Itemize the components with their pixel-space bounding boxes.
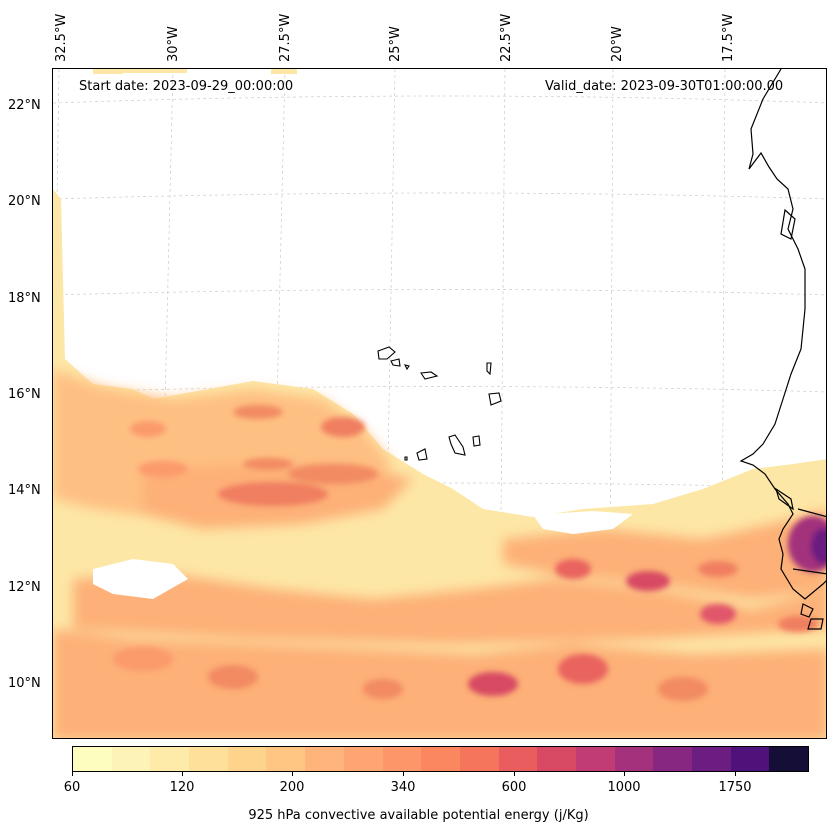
cape-core	[113, 647, 173, 671]
colorbar-tickmark	[514, 772, 515, 776]
no-data-region	[533, 511, 633, 534]
colorbar-segment	[614, 747, 654, 771]
cape-core	[243, 458, 293, 470]
latitude-label: 16°N	[8, 387, 41, 402]
colorbar-tickmark	[72, 772, 73, 776]
cape-spot	[121, 69, 187, 73]
cape-core	[288, 464, 378, 484]
colorbar-tick-label: 1750	[718, 780, 752, 795]
longitude-label: 25°W	[388, 26, 403, 62]
map-panel: Start date: 2023-09-29_00:00:00 Valid_da…	[52, 68, 827, 739]
colorbar-tick-label: 1000	[607, 780, 641, 795]
cape-core	[626, 571, 670, 591]
colorbar-segment	[227, 747, 267, 771]
cape-spot	[93, 69, 123, 74]
cape-core	[811, 528, 826, 564]
cape-core	[138, 461, 188, 477]
cape-core	[233, 405, 283, 419]
longitude-label: 17.5°W	[721, 13, 736, 62]
latitude-label: 18°N	[8, 291, 41, 306]
latitude-label: 20°N	[8, 194, 41, 209]
cape-core	[363, 679, 403, 699]
colorbar-segment	[382, 747, 422, 771]
colorbar-segment	[111, 747, 151, 771]
colorbar-segment	[537, 747, 576, 771]
colorbar-tick-label: 60	[63, 780, 81, 795]
longitude-label: 27.5°W	[278, 13, 293, 62]
latitude-label: 10°N	[8, 676, 41, 691]
cape-verde-islands	[377, 346, 502, 461]
cape-region-medium	[53, 629, 826, 738]
cape-core	[130, 421, 166, 437]
longitude-label: 32.5°W	[54, 13, 69, 62]
valid-date-label: Valid_date: 2023-09-30T01:00:00.00	[545, 79, 784, 94]
colorbar-segment	[305, 747, 344, 771]
cape-field	[53, 69, 826, 738]
colorbar-tick-label: 200	[279, 780, 305, 795]
cape-core	[555, 559, 591, 579]
start-date-label: Start date: 2023-09-29_00:00:00	[79, 79, 294, 94]
colorbar-tickmark	[292, 772, 293, 776]
cape-core	[218, 482, 328, 506]
colorbar-segment	[189, 747, 228, 771]
colorbar-segment	[343, 747, 383, 771]
cape-core	[698, 561, 738, 577]
cape-region-medium	[73, 574, 826, 644]
colorbar-tickmark	[403, 772, 404, 776]
latitude-label: 14°N	[8, 483, 41, 498]
latitude-label: 12°N	[8, 580, 41, 595]
colorbar-tickmark	[182, 772, 183, 776]
colorbar-segment	[769, 747, 809, 771]
colorbar-tick-label: 120	[169, 780, 195, 795]
colorbar-segment	[421, 747, 460, 771]
colorbar-segment	[653, 747, 692, 771]
colorbar-tick-label: 340	[390, 780, 416, 795]
cape-core	[321, 417, 365, 437]
cape-core	[208, 665, 258, 689]
colorbar-tickmark	[624, 772, 625, 776]
colorbar-segment	[692, 747, 731, 771]
cape-core	[468, 672, 518, 696]
no-data-region	[93, 559, 188, 599]
colorbar-title: 925 hPa convective available potential e…	[248, 808, 589, 823]
cape-spot	[271, 69, 297, 74]
cape-core	[700, 604, 736, 624]
coastline	[739, 69, 826, 630]
longitude-label: 30°W	[166, 26, 181, 62]
colorbar	[72, 746, 809, 772]
colorbar-segment	[575, 747, 615, 771]
cape-core	[558, 654, 608, 684]
colorbar-segment	[266, 747, 306, 771]
colorbar-tickmark	[735, 772, 736, 776]
latitude-label: 22°N	[8, 98, 41, 113]
colorbar-segment	[150, 747, 190, 771]
colorbar-segment	[730, 747, 770, 771]
colorbar-segment	[498, 747, 538, 771]
colorbar-segment	[73, 747, 112, 771]
longitude-label: 22.5°W	[499, 13, 514, 62]
colorbar-segment	[459, 747, 499, 771]
colorbar-tick-label: 600	[501, 780, 527, 795]
cape-core	[658, 677, 708, 701]
longitude-label: 20°W	[610, 26, 625, 62]
